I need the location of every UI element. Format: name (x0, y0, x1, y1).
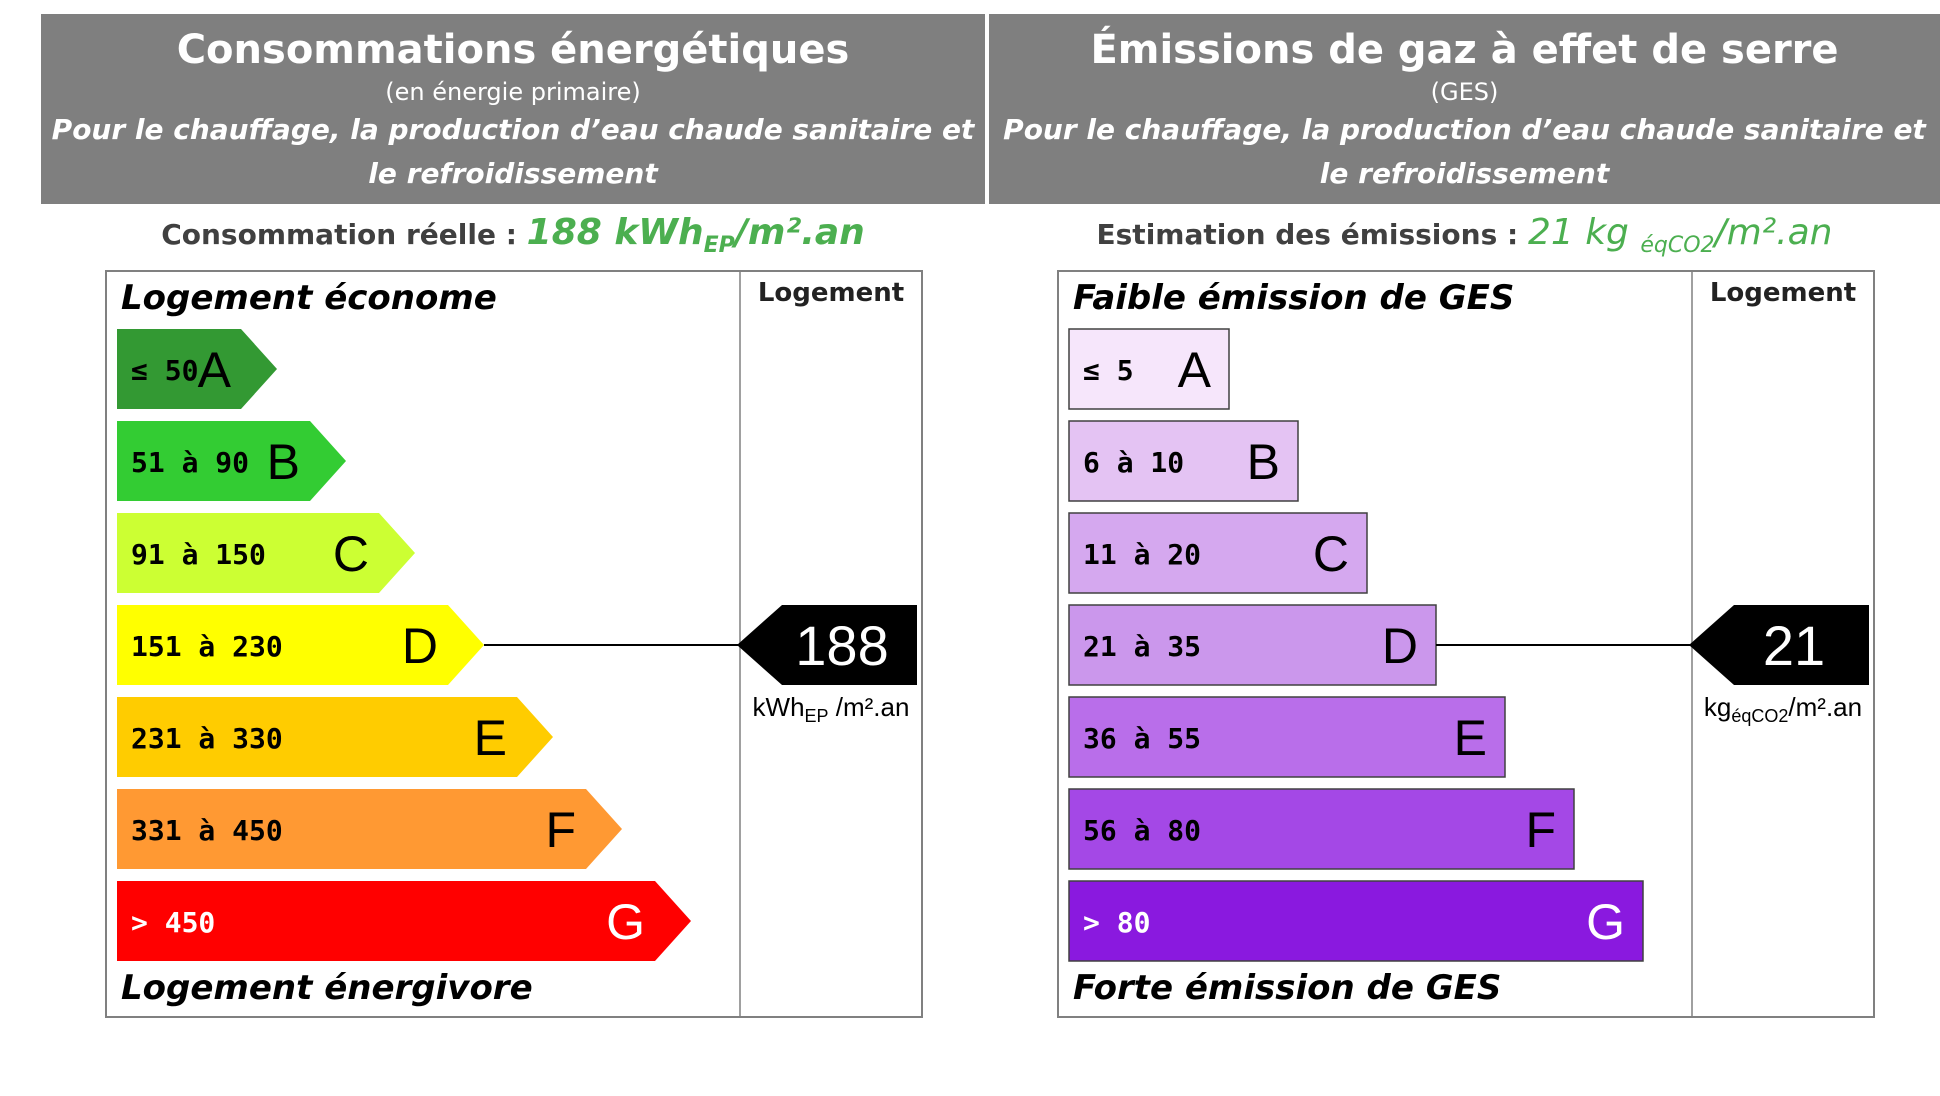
ges-marker-arrow (1689, 605, 1869, 685)
energy-unit-main: kWh (752, 692, 805, 722)
ges-bar-shape-d (1068, 604, 1437, 686)
energy-class-letter-a: A (198, 342, 232, 398)
energy-bar-c: 91 à 150 C (117, 513, 415, 593)
energy-marker-arrow (737, 605, 917, 685)
ges-subtitle: (GES) (1430, 78, 1499, 106)
energy-bar-g: > 450 G (117, 881, 691, 961)
energy-bar-shape-g (117, 881, 691, 961)
ges-unit-main: kg (1703, 692, 1732, 722)
energy-marker-value: 188 (795, 614, 888, 677)
energy-bar-shape-b (117, 421, 346, 501)
energy-bar-shape-d (117, 605, 484, 685)
energy-bar-f: 331 à 450 F (117, 789, 622, 869)
energy-estimate-suffix: /m².an (734, 212, 865, 253)
ges-range-label-e: 36 à 55 (1083, 722, 1201, 755)
energy-top-label: Logement économe (121, 278, 497, 318)
energy-range-label-f: 331 à 450 (131, 814, 283, 847)
ges-class-letter-b: B (1247, 434, 1280, 490)
energy-class-letter-d: D (402, 618, 438, 674)
energy-column-label: Logement (757, 278, 905, 308)
ges-class-letter-c: C (1313, 526, 1349, 582)
ges-bar-shape-g (1068, 880, 1644, 962)
ges-bar-e: 36 à 55 E (1068, 696, 1506, 778)
energy-range-label-a: ≤ 50 (131, 354, 198, 387)
ges-range-label-a: ≤ 5 (1083, 354, 1134, 387)
ges-marker-value: 21 (1763, 614, 1825, 677)
energy-bottom-label: Logement énergivore (121, 968, 533, 1008)
energy-unit: kWhEP /m².an (739, 692, 923, 727)
ges-bar-shape-c (1068, 512, 1368, 594)
energy-class-letter-c: C (333, 526, 369, 582)
energy-header: Consommations énergétiques (en énergie p… (41, 14, 985, 204)
ges-estimate-label: Estimation des émissions : (1096, 218, 1528, 251)
energy-estimate-value: 188 kWhEP/m².an (526, 212, 865, 258)
ges-estimate-sub: éqCO2 (1640, 233, 1715, 259)
energy-bar-shape-f (117, 789, 622, 869)
energy-range-label-g: > 450 (131, 906, 215, 939)
energy-class-letter-b: B (267, 434, 300, 490)
ges-range-label-b: 6 à 10 (1083, 446, 1184, 479)
energy-title: Consommations énergétiques (176, 27, 850, 73)
ges-column-label: Logement (1709, 278, 1857, 308)
energy-subtitle: (en énergie primaire) (385, 78, 641, 106)
energy-class-letter-g: G (606, 894, 645, 950)
ges-class-letter-d: D (1382, 618, 1418, 674)
energy-bar-d: 151 à 230 D (117, 605, 484, 685)
ges-bar-shape-a (1068, 328, 1230, 410)
energy-class-letter-e: E (474, 710, 507, 766)
ges-bar-d: 21 à 35 D (1068, 604, 1437, 686)
ges-bar-shape-f (1068, 788, 1575, 870)
ges-bar-b: 6 à 10 B (1068, 420, 1299, 502)
energy-bars-svg: ≤ 50 A 51 à 90 B 91 à 150 C 151 à 230 D 231 à 33… (117, 329, 917, 961)
ges-unit: kgéqCO2/m².an (1691, 692, 1875, 727)
energy-class-letter-f: F (545, 802, 576, 858)
energy-estimate: Consommation réelle : 188 kWhEP/m².an (41, 212, 985, 258)
energy-bar-shape-e (117, 697, 553, 777)
ges-estimate-suffix: /m².an (1714, 212, 1833, 253)
ges-unit-sub: éqCO2 (1731, 706, 1789, 727)
energy-estimate-label: Consommation réelle : (161, 218, 527, 251)
energy-bar-e: 231 à 330 E (117, 697, 553, 777)
energy-range-label-d: 151 à 230 (131, 630, 283, 663)
ges-scope: Pour le chauffage, la production d’eau c… (1003, 113, 1926, 190)
energy-unit-sub: EP (804, 706, 829, 727)
ges-class-letter-e: E (1454, 710, 1487, 766)
ges-bars-svg: ≤ 5 A 6 à 10 B 11 à 20 C 21 à 35 D 36 à 55 E 56 à … (1068, 328, 1869, 962)
energy-unit-suffix: /m².an (828, 692, 910, 722)
energy-range-label-c: 91 à 150 (131, 538, 266, 571)
ges-top-label: Faible émission de GES (1073, 278, 1515, 318)
ges-title: Émissions de gaz à effet de serre (1090, 27, 1839, 73)
energy-estimate-number: 188 kWh (526, 212, 704, 253)
ges-bar-a: ≤ 5 A (1068, 328, 1230, 410)
ges-class-letter-f: F (1525, 802, 1556, 858)
energy-range-label-b: 51 à 90 (131, 446, 249, 479)
ges-bar-g: > 80 G (1068, 880, 1644, 962)
ges-bar-shape-b (1068, 420, 1299, 502)
ges-estimate-value: 21 kg éqCO2/m².an (1527, 212, 1833, 258)
ges-bar-f: 56 à 80 F (1068, 788, 1575, 870)
energy-bar-shape-a (117, 329, 277, 409)
energy-estimate-sub: EP (703, 233, 735, 259)
ges-header: Émissions de gaz à effet de serre (GES) … (989, 14, 1940, 204)
ges-class-letter-g: G (1586, 894, 1625, 950)
ges-estimate-number: 21 kg (1527, 212, 1641, 253)
ges-estimate: Estimation des émissions : 21 kg éqCO2/m… (989, 212, 1940, 258)
energy-bar-a: ≤ 50 A (117, 329, 277, 409)
ges-class-letter-a: A (1178, 342, 1212, 398)
ges-bottom-label: Forte émission de GES (1073, 968, 1502, 1008)
energy-scope: Pour le chauffage, la production d’eau c… (51, 113, 975, 190)
ges-unit-suffix: /m².an (1788, 692, 1863, 722)
energy-bar-shape-c (117, 513, 415, 593)
energy-bar-b: 51 à 90 B (117, 421, 346, 501)
ges-range-label-d: 21 à 35 (1083, 630, 1201, 663)
ges-range-label-f: 56 à 80 (1083, 814, 1201, 847)
ges-chart-box: Faible émission de GES Logement ≤ 5 A 6 à … (1057, 270, 1875, 1018)
ges-range-label-c: 11 à 20 (1083, 538, 1201, 571)
ges-range-label-g: > 80 (1083, 906, 1150, 939)
energy-chart-box: Logement économe Logement ≤ 50 A 51 à 90 B 9… (105, 270, 923, 1018)
ges-bar-shape-e (1068, 696, 1506, 778)
ges-bar-c: 11 à 20 C (1068, 512, 1368, 594)
energy-range-label-e: 231 à 330 (131, 722, 283, 755)
